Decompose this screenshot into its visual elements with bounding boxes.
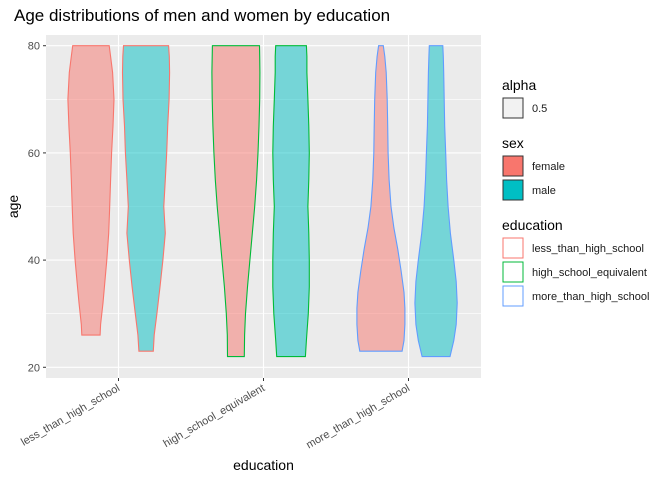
x-tick-label: high_school_equivalent bbox=[161, 382, 267, 450]
y-tick-label: 40 bbox=[28, 255, 40, 267]
violin-high_school_equivalent-female bbox=[211, 45, 261, 358]
y-axis-title: age bbox=[5, 195, 21, 219]
legend-swatch bbox=[502, 155, 524, 177]
legend-label: high_school_equivalent bbox=[532, 267, 647, 279]
legend-label: female bbox=[532, 161, 565, 173]
y-tick-label: 20 bbox=[28, 362, 40, 374]
legend-swatch bbox=[502, 285, 524, 307]
x-tick-label: less_than_high_school bbox=[19, 382, 122, 448]
legend-title: education bbox=[502, 217, 563, 233]
x-axis-title: education bbox=[233, 457, 294, 473]
violin-less_than_high_school-male bbox=[121, 45, 171, 352]
legend-swatch bbox=[502, 261, 524, 283]
legend-swatch bbox=[502, 97, 524, 119]
grid-lines bbox=[46, 35, 481, 378]
violin-less_than_high_school-female bbox=[67, 45, 115, 336]
violin-more_than_high_school-female bbox=[356, 45, 406, 352]
legend-swatch bbox=[502, 179, 524, 201]
legend-label: male bbox=[532, 185, 556, 197]
legend-title: alpha bbox=[502, 77, 536, 93]
legend-label: 0.5 bbox=[532, 103, 547, 115]
legend-label: less_than_high_school bbox=[532, 243, 644, 255]
y-tick-label: 60 bbox=[28, 148, 40, 160]
chart-title: Age distributions of men and women by ed… bbox=[14, 6, 390, 25]
legend: alpha 0.5 sex female male education less_than_… bbox=[502, 77, 649, 307]
violin-more_than_high_school-male bbox=[414, 45, 458, 358]
x-tick-label: more_than_high_school bbox=[304, 382, 412, 451]
y-axis-ticks: 20 40 60 80 bbox=[28, 41, 46, 374]
violins bbox=[67, 45, 458, 358]
y-tick-label: 80 bbox=[28, 41, 40, 53]
legend-swatch bbox=[502, 237, 524, 259]
x-axis-ticks: less_than_high_school high_school_equival… bbox=[19, 378, 412, 451]
violin-high_school_equivalent-male bbox=[272, 45, 310, 358]
legend-label: more_than_high_school bbox=[532, 291, 649, 303]
legend-title: sex bbox=[502, 135, 524, 151]
